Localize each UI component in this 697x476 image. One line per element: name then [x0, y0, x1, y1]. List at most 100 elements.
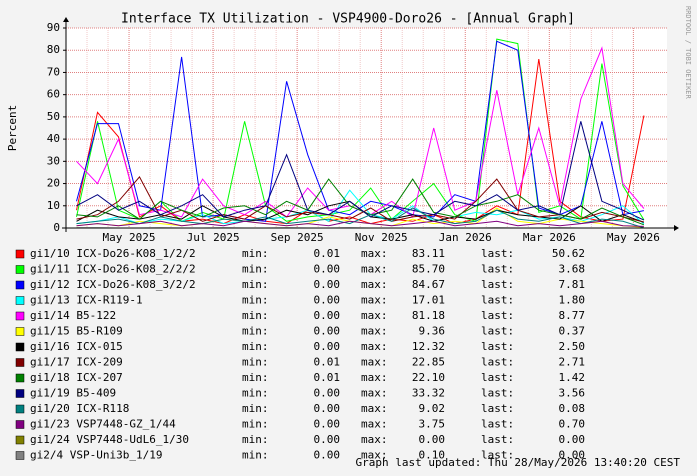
legend-name: gi1/15 B5-R109: [30, 325, 123, 338]
y-tick-label: 40: [47, 132, 60, 145]
legend-label: max:: [361, 247, 388, 260]
legend-name: gi1/13 ICX-R119-1: [30, 294, 143, 307]
legend-swatch: [15, 358, 25, 367]
legend-min: 0.00: [314, 340, 341, 353]
lines: [76, 38, 645, 229]
series-line: [76, 38, 645, 222]
legend-label: min:: [242, 340, 269, 353]
legend-name: gi1/12 ICX-Do26-K08_3/2/2: [30, 278, 196, 291]
legend-swatch: [15, 342, 25, 352]
series-line: [76, 207, 645, 229]
legend-label: last:: [481, 247, 514, 260]
chart-title: Interface TX Utilization - VSP4900-Doro2…: [121, 12, 575, 27]
y-arrow: [63, 17, 69, 22]
legend-swatch: [15, 311, 25, 321]
legend-label: max:: [361, 356, 388, 369]
legend-name: gi1/18 ICX-207: [30, 371, 123, 384]
legend-label: max:: [361, 387, 388, 400]
legend-label: last:: [481, 433, 514, 446]
series-line: [76, 178, 645, 226]
legend-max: 33.32: [412, 387, 445, 400]
legend-label: min:: [242, 325, 269, 338]
series-line: [76, 121, 645, 221]
y-tick-label: 70: [47, 65, 60, 78]
legend-swatch: [15, 373, 25, 383]
y-tick-label: 30: [47, 154, 60, 167]
legend-label: min:: [242, 418, 269, 431]
y-tick-label: 80: [47, 43, 60, 56]
x-tick-label: Jan 2026: [439, 231, 492, 244]
plot-area: [66, 28, 667, 228]
legend-min: 0.00: [314, 309, 341, 322]
x-tick-label: Jul 2025: [187, 231, 240, 244]
legend-label: last:: [481, 356, 514, 369]
grid: May 2025 Jul 2025 Sep 2025 Nov 2025 Jan 2026…: [47, 21, 667, 244]
legend-label: last:: [481, 340, 514, 353]
legend-last: 0.00: [559, 449, 586, 462]
legend-label: max:: [361, 278, 388, 291]
legend-name: gi1/23 VSP7448-GZ_1/44: [30, 418, 176, 431]
legend-label: last:: [481, 325, 514, 338]
y-axis-label: Percent: [6, 105, 19, 151]
series-line: [76, 220, 644, 227]
legend-last: 1.42: [559, 371, 586, 384]
legend-min: 0.00: [314, 418, 341, 431]
legend-label: max:: [361, 418, 388, 431]
legend-min: 0.00: [314, 325, 341, 338]
legend-min: 0.00: [314, 449, 341, 462]
legend-label: last:: [481, 387, 514, 400]
legend-name: gi1/16 ICX-015: [30, 340, 123, 353]
x-tick-label: Mar 2026: [523, 231, 576, 244]
legend-last: 2.50: [559, 340, 586, 353]
legend-last: 0.00: [559, 433, 586, 446]
legend-label: max:: [361, 433, 388, 446]
legend-swatch: [15, 435, 25, 445]
legend-max: 0.10: [419, 449, 446, 462]
legend-max: 0.00: [419, 433, 446, 446]
legend-label: min:: [242, 294, 269, 307]
legend-min: 0.00: [314, 433, 341, 446]
x-tick-label: May 2026: [607, 231, 660, 244]
series-line: [76, 40, 644, 222]
legend-last: 7.81: [559, 278, 586, 291]
legend-min: 0.01: [314, 247, 341, 260]
legend-label: min:: [242, 449, 269, 462]
legend-min: 0.01: [314, 371, 341, 384]
legend-max: 22.10: [412, 371, 445, 384]
legend-label: max:: [361, 449, 388, 462]
legend-swatch: [15, 280, 25, 290]
x-tick-label: Sep 2025: [271, 231, 324, 244]
legend-label: min:: [242, 371, 269, 384]
legend-max: 12.32: [412, 340, 445, 353]
legend-min: 0.00: [314, 294, 341, 307]
x-arrow: [674, 225, 679, 231]
legend-name: gi1/24 VSP7448-UdL6_1/30: [30, 433, 189, 446]
legend-label: last:: [481, 402, 514, 415]
legend-label: min:: [242, 247, 269, 260]
legend-last: 2.71: [559, 356, 586, 369]
y-tick-label: 50: [47, 110, 60, 123]
legend-label: min:: [242, 402, 269, 415]
legend-label: min:: [242, 309, 269, 322]
legend-last: 0.70: [559, 418, 586, 431]
legend-label: max:: [361, 325, 388, 338]
legend-max: 85.70: [412, 263, 445, 276]
legend-max: 83.11: [412, 247, 445, 260]
legend-max: 17.01: [412, 294, 445, 307]
legend-last: 3.68: [559, 263, 586, 276]
legend-label: max:: [361, 371, 388, 384]
legend-name: gi1/17 ICX-209: [30, 356, 123, 369]
legend-last: 50.62: [552, 247, 585, 260]
legend-last: 8.77: [559, 309, 586, 322]
legend-name: gi2/4 VSP-Uni3b_1/19: [30, 449, 162, 462]
x-tick-label: May 2025: [103, 231, 156, 244]
legend-label: last:: [481, 418, 514, 431]
legend-min: 0.00: [314, 263, 341, 276]
legend-min: 0.00: [314, 387, 341, 400]
legend-swatch: [15, 296, 25, 305]
legend-max: 3.75: [419, 418, 446, 431]
legend-label: max:: [361, 340, 388, 353]
legend-name: gi1/10 ICX-Do26-K08_1/2/2: [30, 247, 196, 260]
legend-swatch: [15, 327, 25, 336]
